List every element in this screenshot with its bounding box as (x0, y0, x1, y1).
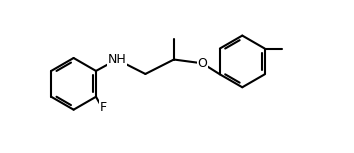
Text: F: F (99, 101, 107, 114)
Text: O: O (198, 57, 207, 70)
Text: NH: NH (108, 53, 126, 66)
